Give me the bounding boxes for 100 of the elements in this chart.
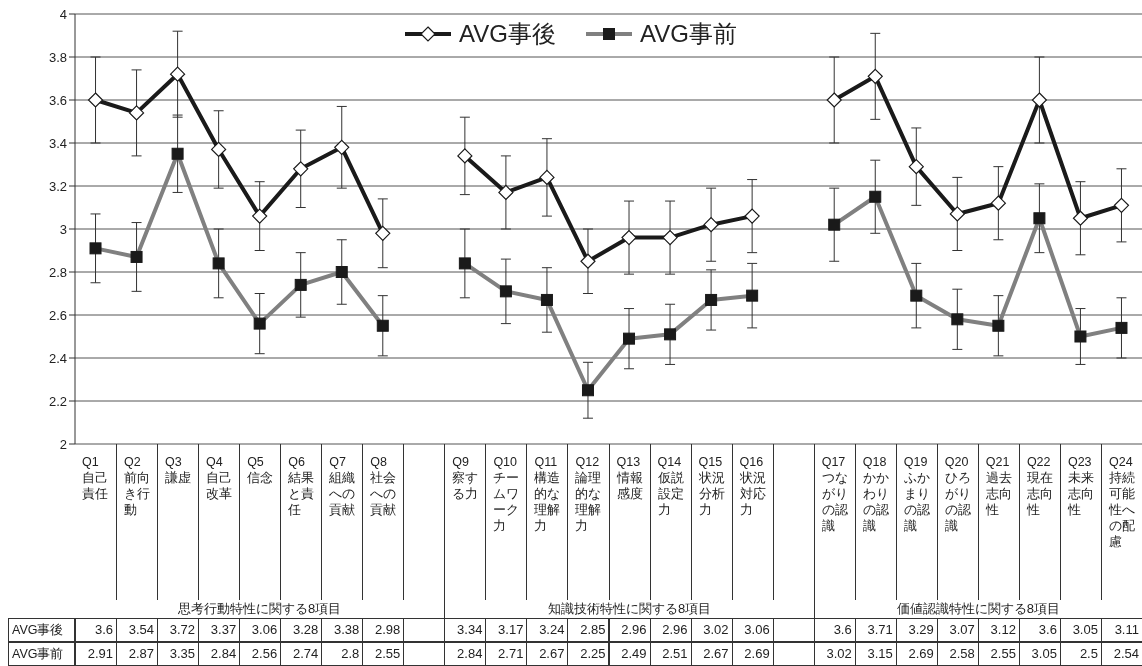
data-label: 3.05: [1018, 642, 1061, 666]
data-label: 2.5: [1059, 642, 1102, 666]
x-tick-label: Q11 構造的な理解力: [534, 454, 562, 534]
point: [87, 92, 104, 108]
data-label: 2.55: [977, 642, 1020, 666]
data-label: 2.58: [936, 642, 979, 666]
y-tick-label: 2.2: [48, 393, 67, 409]
x-tick-label: Q15 状況分析力: [698, 454, 726, 518]
data-label: 3.05: [1059, 618, 1102, 642]
x-tick-label: Q13 情報感度: [616, 454, 644, 502]
point: [211, 141, 227, 158]
data-label: 3.71: [854, 618, 897, 642]
data-label: 3.12: [977, 618, 1020, 642]
data-label: 3.34: [444, 618, 487, 642]
data-label: 3.29: [895, 618, 938, 642]
text: AVG事前: [12, 647, 64, 661]
data-label: 3.6: [1018, 618, 1061, 642]
y-tick-label: 2.6: [48, 307, 67, 323]
data-label: 2.51: [649, 642, 692, 666]
x-tick-label: Q9 察する力: [452, 454, 480, 502]
x-tick-label: Q17 つながりの認識: [821, 454, 849, 534]
x-tick-label: Q22 現在志向性: [1026, 454, 1054, 518]
data-label: 2.74: [280, 642, 323, 666]
data-label: 3.35: [157, 642, 200, 666]
data-label: 3.37: [198, 618, 241, 642]
data-label: 3.54: [116, 618, 159, 642]
x-tick-label: Q16 状況対応力: [739, 454, 767, 518]
y-tick-label: 3.2: [48, 178, 67, 194]
point: [867, 68, 883, 84]
data-label: 2.69: [895, 642, 938, 666]
data-label: 2.71: [485, 642, 528, 666]
y-tick-label: 3.8: [48, 49, 67, 65]
data-label: 2.49: [608, 642, 651, 666]
text: 知識技術特性に関する8項目: [444, 600, 814, 618]
data-label: 3.06: [239, 618, 282, 642]
data-label: 3.28: [280, 618, 323, 642]
x-tick-label: Q4 自己改革: [206, 454, 234, 502]
data-label: 2.84: [444, 642, 487, 666]
point: [539, 169, 555, 185]
point: [826, 92, 842, 108]
x-tick-label: Q18 かかわりの認識: [862, 454, 890, 534]
point: [662, 230, 678, 246]
x-tick-label: Q6 結果と責任: [288, 454, 316, 518]
data-label: 2.96: [649, 618, 692, 642]
data-label: 3.17: [485, 618, 528, 642]
y-tick-label: 3.6: [48, 92, 67, 108]
data-label: 2.8: [321, 642, 364, 666]
x-tick-label: Q14 仮説設定力: [657, 454, 685, 518]
y-tick-label: 2.8: [48, 264, 67, 280]
text: AVG事後: [12, 623, 64, 637]
point: [1072, 210, 1089, 226]
x-tick-label: Q20 ひろがりの認識: [944, 454, 972, 534]
data-label: 2.84: [198, 642, 241, 666]
data-label: 3.07: [936, 618, 979, 642]
x-tick-label: Q10 チームワーク力: [493, 454, 521, 534]
point: [457, 148, 473, 164]
point: [252, 208, 268, 224]
point: [621, 230, 637, 246]
x-tick-label: Q1 自己責任: [82, 454, 109, 502]
x-tick-label: Q24 持続可能性への配慮: [1108, 454, 1136, 550]
legend-label: AVG事前: [640, 19, 737, 49]
data-label: 3.02: [813, 642, 856, 666]
data-label: 3.02: [690, 618, 733, 642]
point: [949, 206, 965, 222]
point: [908, 159, 924, 175]
data-label: 2.69: [731, 642, 774, 666]
point: [744, 208, 760, 224]
y-tick-label: 2.4: [48, 350, 67, 366]
data-label: 3.15: [854, 642, 897, 666]
data-label: 3.11: [1100, 618, 1142, 642]
point: [128, 105, 145, 121]
x-tick-label: Q19 ふかまりの認識: [903, 454, 931, 534]
data-label: 3.72: [157, 618, 200, 642]
x-tick-label: Q8 社会への貢献: [370, 454, 398, 518]
point: [990, 195, 1006, 211]
data-label: 2.67: [690, 642, 733, 666]
point: [580, 253, 596, 269]
y-tick-label: 3: [59, 221, 67, 237]
point: [1113, 197, 1130, 213]
y-tick-label: 4: [59, 6, 67, 22]
point: [375, 225, 391, 241]
data-label: 2.54: [1100, 642, 1142, 666]
text: 思考行動特性に関する8項目: [177, 600, 343, 618]
point: [334, 139, 350, 155]
x-tick-label: Q23 未来志向性: [1067, 454, 1095, 518]
data-label: 2.56: [239, 642, 282, 666]
data-label: 3.24: [526, 618, 569, 642]
x-tick-label: Q3 謙虚: [165, 454, 193, 486]
point: [498, 184, 514, 201]
data-label: 2.91: [75, 642, 118, 666]
y-tick-label: 3.4: [48, 135, 67, 151]
data-label: 2.55: [362, 642, 405, 666]
data-label: 2.25: [567, 642, 610, 666]
data-label: 3.6: [75, 618, 118, 642]
data-label: 3.38: [321, 618, 364, 642]
data-label: 2.87: [116, 642, 159, 666]
x-tick-label: Q5 信念: [247, 454, 275, 486]
data-label: 2.67: [526, 642, 569, 666]
point: [703, 217, 719, 233]
point: [170, 66, 186, 82]
